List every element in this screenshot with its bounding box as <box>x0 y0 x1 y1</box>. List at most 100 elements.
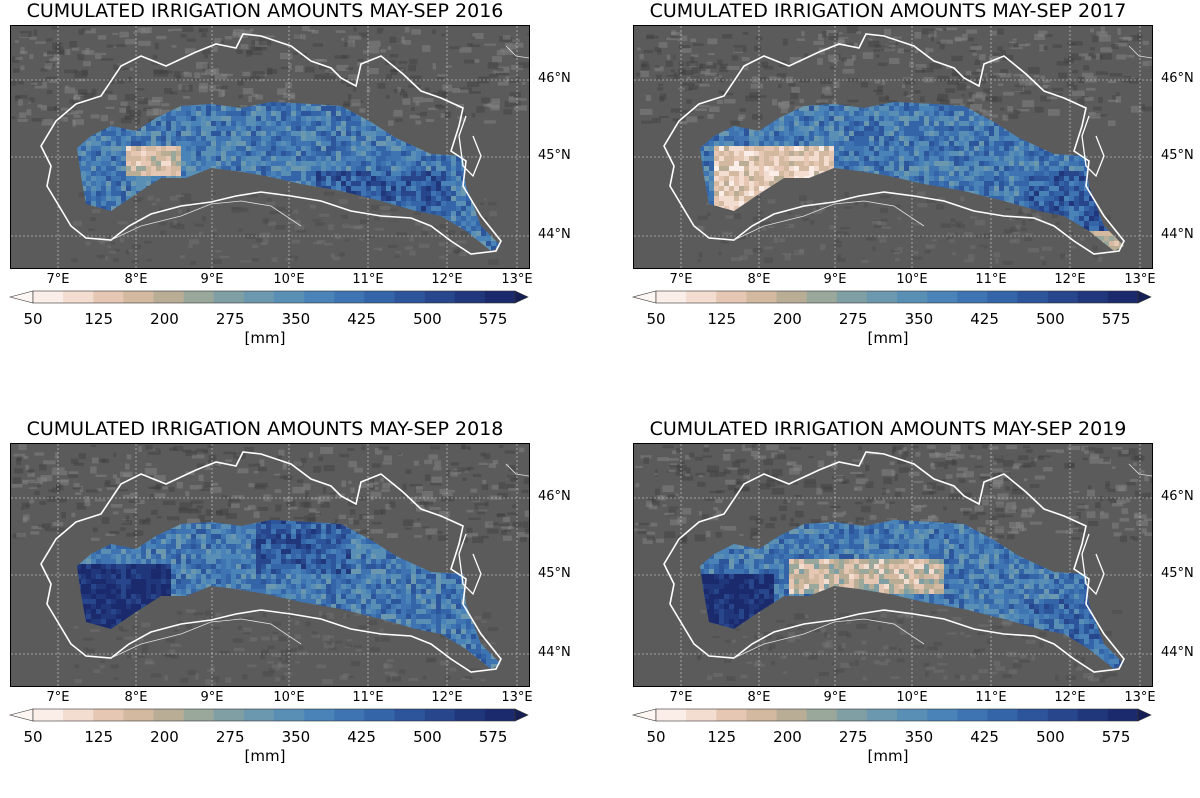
colorbar-tick-label: 575 <box>468 310 518 328</box>
colorbar <box>0 708 530 722</box>
colorbar-tick-label: 275 <box>828 728 878 746</box>
colorbar-swatch <box>927 709 957 721</box>
lon-tick-label: 12°E <box>1050 272 1090 287</box>
map-area <box>10 443 530 687</box>
colorbar-label: [mm] <box>623 329 1153 347</box>
colorbar-swatch <box>777 709 807 721</box>
lon-tick-label: 13°E <box>1120 272 1160 287</box>
lat-tick-label: 45°N <box>538 148 571 163</box>
lon-tick-label: 11°E <box>348 690 388 705</box>
panel-title: CUMULATED IRRIGATION AMOUNTS MAY-SEP 201… <box>0 418 530 442</box>
colorbar-swatch <box>63 709 93 721</box>
colorbar-swatch <box>686 291 716 303</box>
colorbar-label: [mm] <box>0 329 530 347</box>
colorbar-swatch <box>214 709 244 721</box>
colorbar-swatch <box>123 709 153 721</box>
panel-title: CUMULATED IRRIGATION AMOUNTS MAY-SEP 201… <box>0 0 530 24</box>
lon-tick-label: 11°E <box>348 272 388 287</box>
colorbar-swatch <box>395 709 425 721</box>
lon-tick-label: 9°E <box>815 690 855 705</box>
map-panel-2018: CUMULATED IRRIGATION AMOUNTS MAY-SEP 201… <box>0 418 590 798</box>
lon-tick-label: 9°E <box>192 272 232 287</box>
lon-tick-label: 7°E <box>661 690 701 705</box>
colorbar-swatch <box>184 709 214 721</box>
colorbar-swatch <box>686 709 716 721</box>
lon-tick-label: 11°E <box>971 690 1011 705</box>
colorbar-swatch <box>425 709 455 721</box>
colorbar-swatch <box>123 291 153 303</box>
colorbar <box>0 290 530 304</box>
colorbar-tick-label: 275 <box>205 310 255 328</box>
colorbar-swatch <box>1048 291 1078 303</box>
colorbar-tick-label: 125 <box>74 310 124 328</box>
lat-tick-label: 44°N <box>1161 645 1194 660</box>
colorbar-swatch <box>1018 709 1048 721</box>
lon-tick-label: 9°E <box>192 690 232 705</box>
colorbar-swatch <box>63 291 93 303</box>
colorbar-swatch <box>987 291 1017 303</box>
colorbar-tick-label: 350 <box>894 310 944 328</box>
colorbar-swatch <box>214 291 244 303</box>
colorbar-tick-label: 500 <box>1025 728 1075 746</box>
lat-tick-label: 44°N <box>538 227 571 242</box>
lon-tick-label: 12°E <box>427 272 467 287</box>
colorbar-tick-label: 575 <box>468 728 518 746</box>
lat-tick-label: 44°N <box>1161 227 1194 242</box>
lon-tick-label: 10°E <box>269 690 309 705</box>
colorbar-swatch <box>274 709 304 721</box>
lon-tick-label: 9°E <box>815 272 855 287</box>
colorbar-swatch <box>33 709 63 721</box>
colorbar-swatch <box>334 709 364 721</box>
lon-tick-label: 8°E <box>739 272 779 287</box>
lon-tick-label: 7°E <box>38 272 78 287</box>
colorbar-swatch <box>93 291 123 303</box>
colorbar-tick-label: 50 <box>631 728 681 746</box>
lon-tick-label: 8°E <box>739 690 779 705</box>
lon-tick-label: 8°E <box>116 272 156 287</box>
colorbar-tick-label: 350 <box>271 310 321 328</box>
lat-tick-label: 45°N <box>538 566 571 581</box>
lat-tick-label: 46°N <box>1161 489 1194 504</box>
lon-tick-label: 13°E <box>497 272 537 287</box>
colorbar-swatch <box>867 709 897 721</box>
colorbar-swatch <box>304 709 334 721</box>
lat-tick-label: 46°N <box>1161 71 1194 86</box>
colorbar-tick-label: 200 <box>140 728 190 746</box>
colorbar-tick-label: 200 <box>763 728 813 746</box>
lon-tick-label: 10°E <box>269 272 309 287</box>
colorbar-swatch <box>93 709 123 721</box>
lon-tick-label: 13°E <box>497 690 537 705</box>
map-panel-2017: CUMULATED IRRIGATION AMOUNTS MAY-SEP 201… <box>623 0 1200 380</box>
colorbar-swatch <box>425 291 455 303</box>
colorbar-swatch <box>867 291 897 303</box>
colorbar-swatch <box>746 291 776 303</box>
lat-tick-label: 44°N <box>538 645 571 660</box>
colorbar-tick-label: 575 <box>1091 728 1141 746</box>
colorbar-tick-label: 200 <box>140 310 190 328</box>
colorbar-swatch <box>1078 709 1108 721</box>
colorbar-swatch <box>244 709 274 721</box>
lon-tick-label: 10°E <box>892 690 932 705</box>
lon-tick-label: 7°E <box>661 272 701 287</box>
colorbar-tick-label: 125 <box>697 728 747 746</box>
colorbar-swatch <box>304 291 334 303</box>
colorbar <box>623 290 1153 304</box>
colorbar-swatch <box>746 709 776 721</box>
colorbar-swatch <box>455 291 485 303</box>
colorbar-swatch <box>656 291 686 303</box>
colorbar-swatch <box>1108 291 1138 303</box>
colorbar-swatch <box>455 709 485 721</box>
colorbar-swatch <box>777 291 807 303</box>
colorbar-tick-label: 125 <box>697 310 747 328</box>
colorbar-tick-label: 500 <box>402 310 452 328</box>
lat-tick-label: 46°N <box>538 71 571 86</box>
colorbar-tick-label: 50 <box>631 310 681 328</box>
colorbar-tick-label: 425 <box>960 728 1010 746</box>
colorbar-tick-label: 425 <box>960 310 1010 328</box>
map-panel-2016: CUMULATED IRRIGATION AMOUNTS MAY-SEP 201… <box>0 0 590 380</box>
lon-tick-label: 11°E <box>971 272 1011 287</box>
colorbar-swatch <box>716 709 746 721</box>
colorbar-swatch <box>897 291 927 303</box>
colorbar-swatch <box>716 291 746 303</box>
colorbar-tick-label: 50 <box>8 310 58 328</box>
